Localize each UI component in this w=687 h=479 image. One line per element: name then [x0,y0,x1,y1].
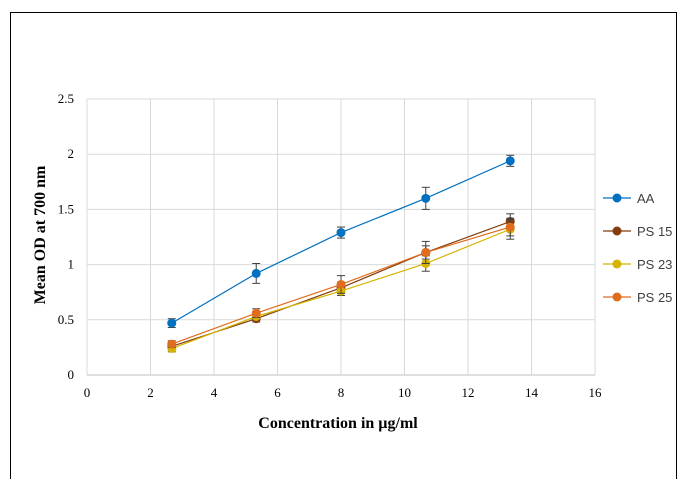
legend-item: PS 15 [603,224,672,239]
data-point [167,339,177,349]
y-tick-label: 0.5 [58,312,74,327]
y-tick-label: 0 [68,367,75,382]
data-point [505,156,515,166]
legend-marker [612,259,622,269]
series-ps-25 [167,217,515,349]
data-point [251,308,261,318]
legend-item: AA [603,191,655,206]
series-aa [167,154,515,329]
data-point [421,193,431,203]
x-axis: 0 2 4 6 8 10 12 14 16 [84,374,603,400]
legend-marker [612,292,622,302]
x-tick-label: 12 [462,385,475,400]
x-tick-label: 16 [589,385,603,400]
y-axis-title: Mean OD at 700 nm [32,165,49,304]
legend-marker [612,193,622,203]
y-tick-label: 2 [68,146,75,161]
legend: AA PS 15 PS 23 PS 25 [603,191,672,305]
y-axis: 0 0.5 1 1.5 2 2.5 [58,91,74,382]
data-point [167,318,177,328]
x-tick-label: 10 [398,385,411,400]
data-point [421,247,431,257]
legend-label: PS 25 [637,290,672,305]
y-tick-label: 1 [68,257,75,272]
x-tick-label: 6 [274,385,281,400]
legend-label: PS 23 [637,257,672,272]
legend-item: PS 23 [603,257,672,272]
x-tick-label: 14 [525,385,539,400]
y-tick-label: 2.5 [58,91,74,106]
data-point [505,222,515,232]
legend-label: AA [637,191,655,206]
legend-label: PS 15 [637,224,672,239]
x-tick-label: 2 [147,385,154,400]
data-point [336,228,346,238]
chart-frame [10,12,677,479]
x-tick-label: 4 [211,385,218,400]
x-tick-label: 0 [84,385,91,400]
y-tick-label: 1.5 [58,201,74,216]
x-axis-title: Concentration in µg/ml [258,415,418,432]
x-tick-label: 8 [338,385,345,400]
data-point [251,268,261,278]
data-point [336,279,346,289]
legend-item: PS 25 [603,290,672,305]
series-layer [167,154,515,354]
legend-marker [612,226,622,236]
